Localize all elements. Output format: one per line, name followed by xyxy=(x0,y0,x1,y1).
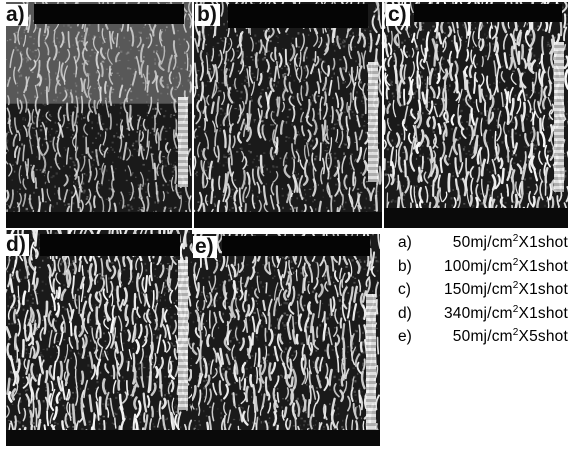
legend-key: c) xyxy=(398,281,411,299)
panel-top-bar xyxy=(222,236,370,256)
legend-key: d) xyxy=(398,304,412,322)
panel-bottom-bar xyxy=(384,208,568,228)
sem-panel-a xyxy=(6,2,192,228)
panel-top-bar xyxy=(414,4,562,22)
scale-bar xyxy=(554,42,564,192)
sem-panel-e xyxy=(192,234,380,446)
scale-bar xyxy=(366,294,376,434)
panel-bottom-bar xyxy=(6,212,192,228)
scale-bar xyxy=(178,260,188,410)
legend-item: a) 50mj/cm2X1shot xyxy=(398,234,568,258)
panel-label-c: c) xyxy=(386,4,410,26)
legend-key: b) xyxy=(398,257,412,275)
legend-item: d) 340mj/cm2X1shot xyxy=(398,303,568,329)
ripple-texture xyxy=(6,230,192,446)
panel-label-a: a) xyxy=(4,4,28,26)
panel-top-bar xyxy=(34,4,184,24)
legend-value: 100mj/cm2X1shot xyxy=(443,256,568,275)
panel-bottom-bar xyxy=(6,430,192,446)
legend-item: e) 50mj/cm2X5shot xyxy=(398,328,568,352)
ripple-texture xyxy=(6,2,192,228)
legend-key: e) xyxy=(398,328,412,346)
sem-panel-d xyxy=(6,230,192,446)
ripple-texture xyxy=(384,2,568,228)
panel-bottom-bar xyxy=(192,430,380,446)
panel-bottom-bar xyxy=(194,212,382,228)
scale-bar xyxy=(178,97,188,187)
legend-value: 50mj/cm2X5shot xyxy=(452,327,568,346)
legend-item: b) 100mj/cm2X1shot xyxy=(398,256,568,282)
ripple-texture xyxy=(194,2,382,228)
fluence-legend: a) 50mj/cm2X1shot b) 100mj/cm2X1shot c) … xyxy=(398,234,568,352)
panel-top-bar xyxy=(40,234,180,256)
panel-label-e: e) xyxy=(193,236,217,258)
legend-value: 340mj/cm2X1shot xyxy=(443,303,568,322)
panel-label-d: d) xyxy=(4,234,29,256)
legend-key: a) xyxy=(398,234,412,251)
legend-value: 150mj/cm2X1shot xyxy=(443,280,568,299)
scale-bar xyxy=(368,62,378,182)
ripple-texture xyxy=(192,234,380,446)
legend-item: c) 150mj/cm2X1shot xyxy=(398,281,568,305)
legend-value: 50mj/cm2X1shot xyxy=(452,233,568,252)
panel-label-b: b) xyxy=(195,4,220,26)
sem-panel-c xyxy=(384,2,568,228)
sem-panel-b xyxy=(194,2,382,228)
panel-top-bar xyxy=(228,4,368,28)
